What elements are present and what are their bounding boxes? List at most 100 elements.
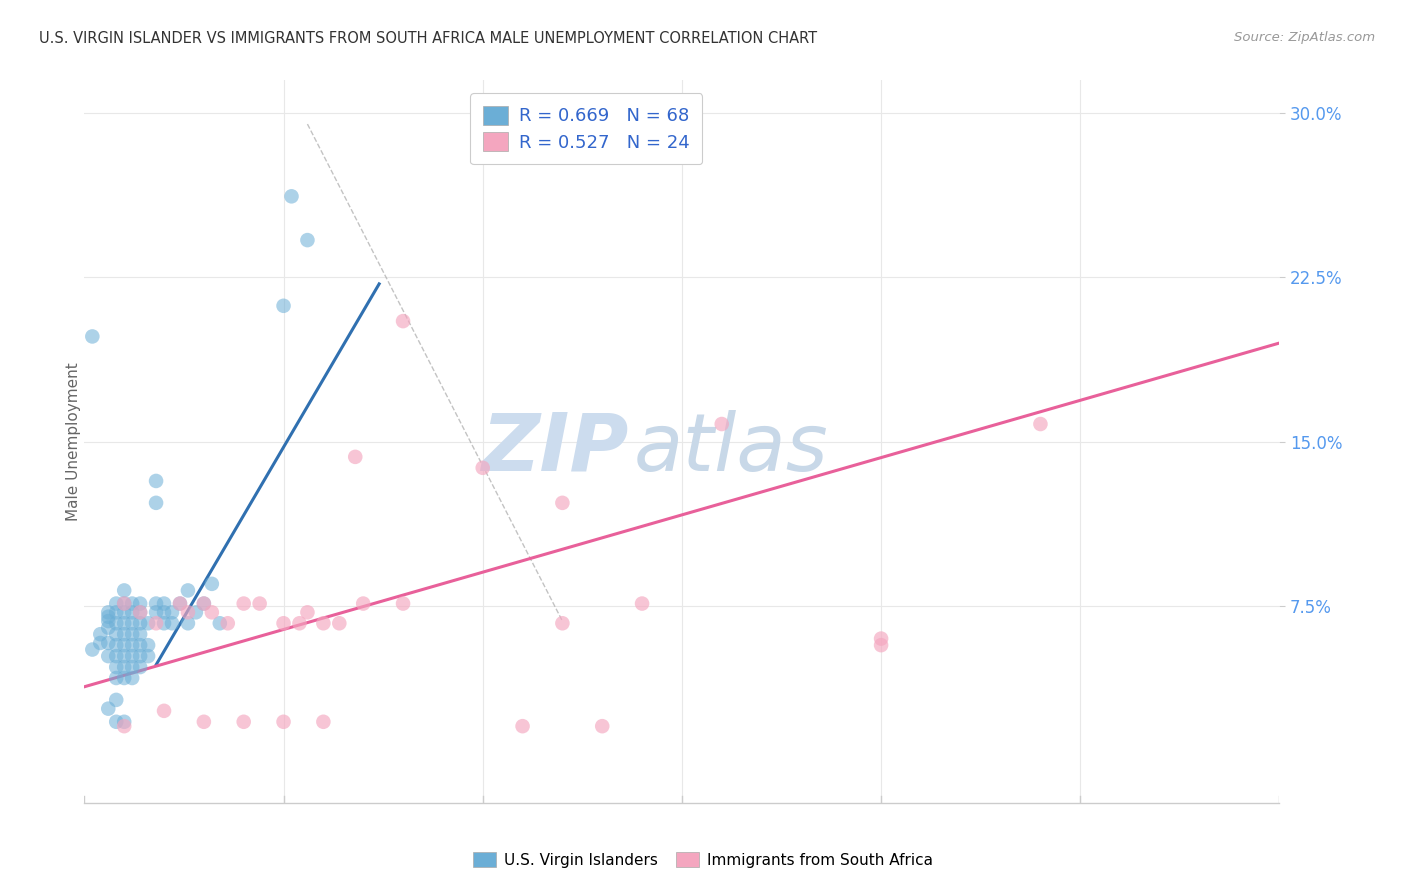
Point <box>112 649 135 664</box>
Text: U.S. VIRGIN ISLANDER VS IMMIGRANTS FROM SOUTH AFRICA MALE UNEMPLOYMENT CORRELATI: U.S. VIRGIN ISLANDER VS IMMIGRANTS FROM … <box>39 31 817 46</box>
Point <box>488 117 510 131</box>
Point <box>280 189 302 203</box>
Text: ZIP: ZIP <box>481 409 628 488</box>
Point <box>273 616 295 631</box>
Point <box>129 649 152 664</box>
Point <box>710 417 733 431</box>
Point <box>193 597 215 611</box>
Point <box>105 660 128 674</box>
Point <box>145 605 167 619</box>
Point <box>129 605 152 619</box>
Point <box>97 605 120 619</box>
Point <box>591 719 613 733</box>
Point <box>121 627 143 641</box>
Point <box>121 605 143 619</box>
Point <box>112 616 135 631</box>
Point <box>129 616 152 631</box>
Point <box>177 583 200 598</box>
Text: Source: ZipAtlas.com: Source: ZipAtlas.com <box>1234 31 1375 45</box>
Point <box>145 597 167 611</box>
Point <box>112 597 135 611</box>
Point <box>177 605 200 619</box>
Point <box>112 671 135 685</box>
Point <box>82 329 104 343</box>
Point <box>273 714 295 729</box>
Point <box>97 614 120 628</box>
Point <box>870 638 893 652</box>
Point <box>105 616 128 631</box>
Point <box>105 605 128 619</box>
Point <box>208 616 231 631</box>
Point <box>145 496 167 510</box>
Point <box>352 597 374 611</box>
Point <box>121 616 143 631</box>
Point <box>201 577 224 591</box>
Y-axis label: Male Unemployment: Male Unemployment <box>66 362 80 521</box>
Point <box>1029 417 1052 431</box>
Point <box>201 605 224 619</box>
Point <box>145 474 167 488</box>
Point <box>105 649 128 664</box>
Point <box>160 616 183 631</box>
Point <box>121 649 143 664</box>
Point <box>112 597 135 611</box>
Point <box>297 605 319 619</box>
Point <box>121 597 143 611</box>
Point <box>392 597 415 611</box>
Point <box>471 460 494 475</box>
Point <box>136 638 159 652</box>
Point <box>169 597 191 611</box>
Point <box>232 714 254 729</box>
Point <box>870 632 893 646</box>
Legend: U.S. Virgin Islanders, Immigrants from South Africa: U.S. Virgin Islanders, Immigrants from S… <box>467 846 939 873</box>
Point <box>184 605 207 619</box>
Point <box>112 627 135 641</box>
Point <box>153 616 176 631</box>
Point <box>112 714 135 729</box>
Point <box>344 450 367 464</box>
Point <box>273 299 295 313</box>
Point <box>153 605 176 619</box>
Point <box>312 616 335 631</box>
Point <box>97 609 120 624</box>
Point <box>177 616 200 631</box>
Point <box>97 636 120 650</box>
Point <box>121 660 143 674</box>
Point <box>312 714 335 729</box>
Point <box>121 671 143 685</box>
Point <box>169 597 191 611</box>
Point <box>97 649 120 664</box>
Point <box>112 719 135 733</box>
Point <box>297 233 319 247</box>
Point <box>551 616 574 631</box>
Point <box>105 627 128 641</box>
Point <box>249 597 271 611</box>
Point <box>129 605 152 619</box>
Point <box>129 627 152 641</box>
Point <box>232 597 254 611</box>
Point <box>631 597 654 611</box>
Point <box>112 583 135 598</box>
Point <box>288 616 311 631</box>
Point <box>153 704 176 718</box>
Point <box>328 616 350 631</box>
Point <box>217 616 239 631</box>
Point <box>512 719 534 733</box>
Point <box>136 649 159 664</box>
Point <box>153 597 176 611</box>
Point <box>392 314 415 328</box>
Point <box>112 638 135 652</box>
Point <box>193 597 215 611</box>
Point <box>112 605 135 619</box>
Point <box>105 693 128 707</box>
Point <box>97 621 120 635</box>
Point <box>129 660 152 674</box>
Point <box>193 714 215 729</box>
Point <box>129 638 152 652</box>
Point <box>136 616 159 631</box>
Legend: R = 0.669   N = 68, R = 0.527   N = 24: R = 0.669 N = 68, R = 0.527 N = 24 <box>470 93 703 164</box>
Point <box>89 636 111 650</box>
Point <box>160 605 183 619</box>
Point <box>105 671 128 685</box>
Point <box>112 660 135 674</box>
